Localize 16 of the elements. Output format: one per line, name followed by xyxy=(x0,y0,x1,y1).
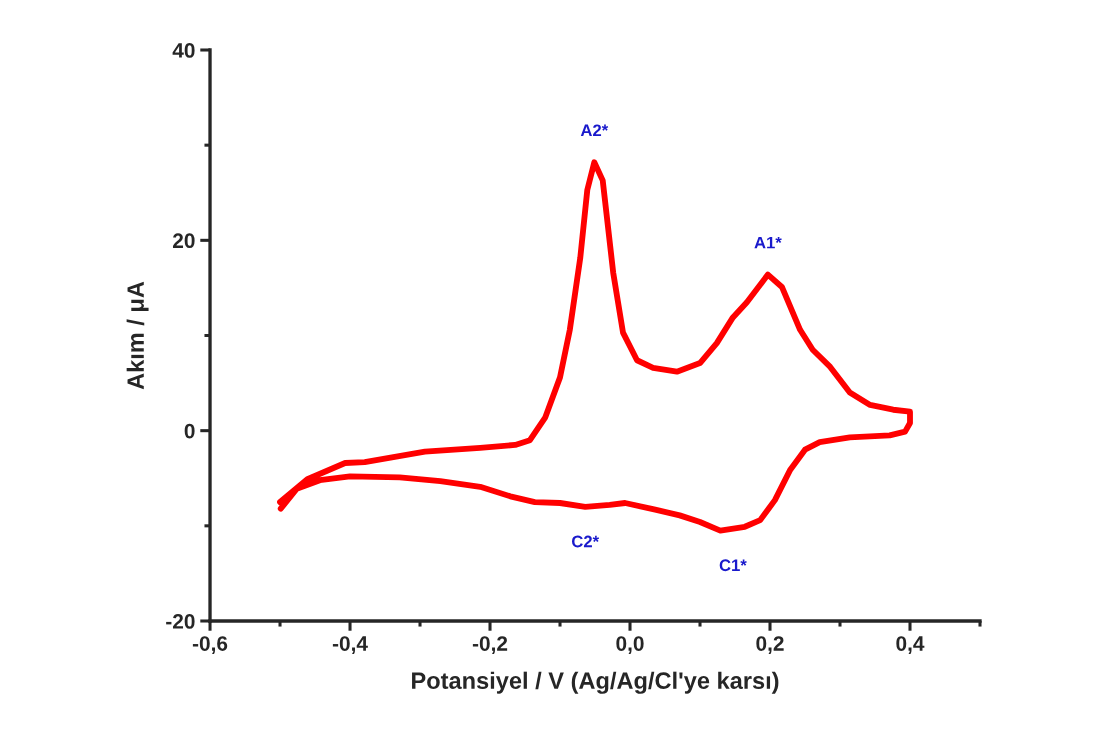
x-tick-label: -0,6 xyxy=(192,636,228,654)
x-tick-label: -0,2 xyxy=(472,636,508,654)
annotation: A1* xyxy=(754,236,782,249)
y-tick-label: 0 xyxy=(184,423,195,439)
x-tick-label: 0,0 xyxy=(616,636,644,654)
annotation: A2* xyxy=(580,124,609,137)
x-tick-label: 0,4 xyxy=(896,636,925,654)
x-tick-label: -0,4 xyxy=(332,636,368,654)
x-axis-title: Potansiyel / V (Ag/Ag/Cl'ye karsı) xyxy=(412,671,779,694)
y-tick-label: 20 xyxy=(172,233,195,249)
annotation: C1* xyxy=(719,559,747,572)
y-axis-title: Akım / μA xyxy=(126,281,149,390)
x-tick-label: 0,2 xyxy=(756,636,784,654)
y-tick-label: -20 xyxy=(166,614,195,629)
annotation: C2* xyxy=(572,535,600,548)
y-tick-label: 40 xyxy=(172,43,195,58)
